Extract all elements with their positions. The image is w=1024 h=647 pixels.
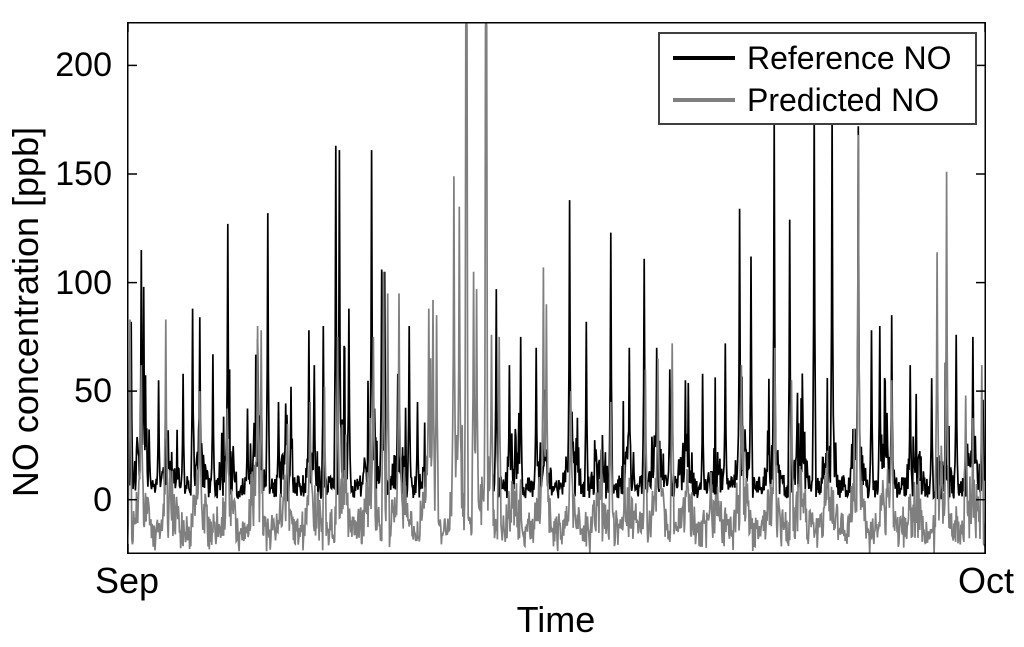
plot-area: Reference NO Predicted NO xyxy=(127,22,986,554)
x-tick-label: Sep xyxy=(94,560,160,601)
reference-line-swatch xyxy=(673,56,735,60)
predicted-line-swatch xyxy=(673,98,735,102)
y-tick-label: 200 xyxy=(55,46,112,85)
y-tick-label: 150 xyxy=(55,155,112,193)
y-tick-label: 100 xyxy=(55,263,112,302)
x-axis-label: Time xyxy=(516,599,596,640)
legend-label-predicted: Predicted NO xyxy=(747,82,940,118)
series-line-reference-no xyxy=(127,104,986,503)
legend-row-reference: Reference NO xyxy=(660,37,975,79)
legend: Reference NO Predicted NO xyxy=(658,32,977,125)
y-tick-label: 50 xyxy=(74,372,112,411)
y-tick-label: 0 xyxy=(93,480,112,519)
series-line-predicted-no xyxy=(127,22,986,554)
axis-box xyxy=(127,22,986,554)
legend-label-reference: Reference NO xyxy=(747,40,952,76)
x-tick-label: Oct xyxy=(957,560,1014,601)
chart-canvas xyxy=(127,22,986,554)
legend-row-predicted: Predicted NO xyxy=(660,79,975,121)
